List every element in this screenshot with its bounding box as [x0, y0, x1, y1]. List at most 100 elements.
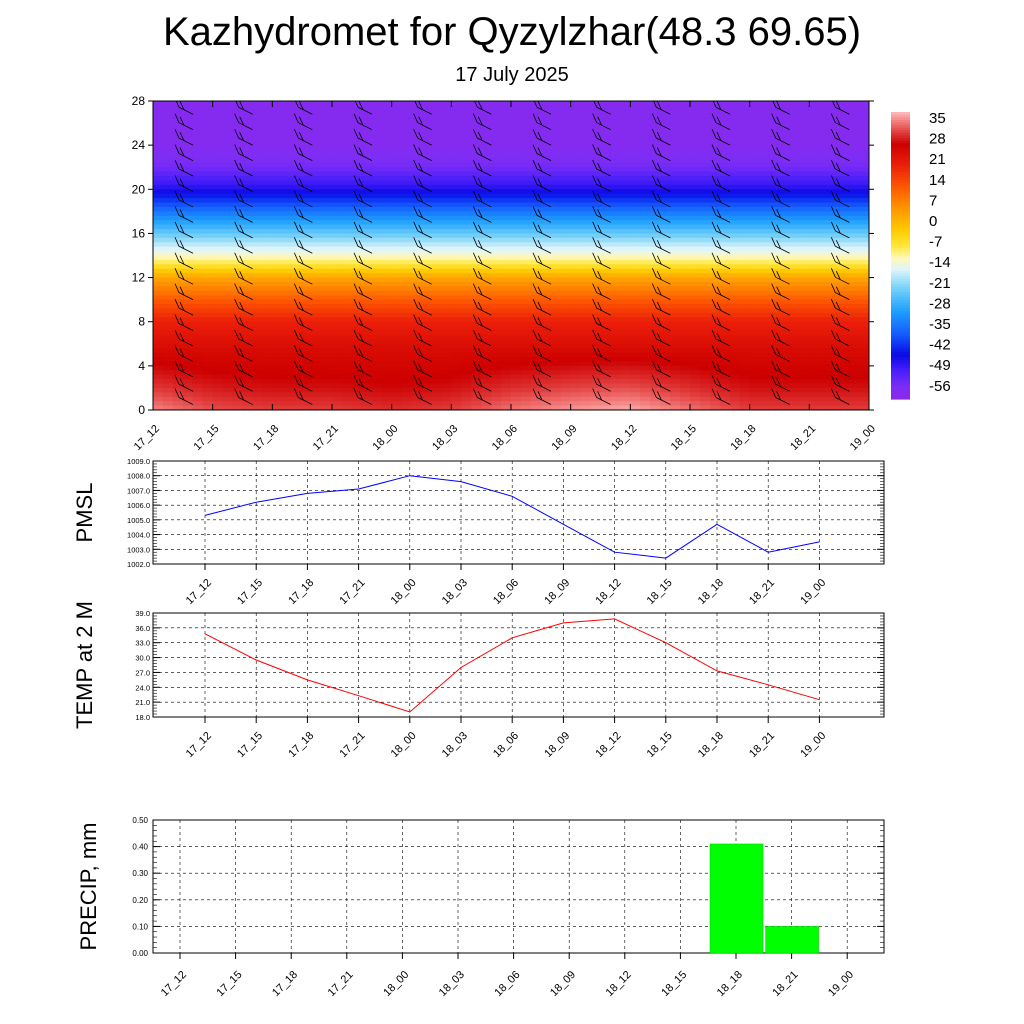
- heatmap-cell: [809, 171, 820, 177]
- heatmap-cell: [401, 246, 413, 252]
- heatmap-cell: [610, 396, 621, 402]
- heatmap-cell: [292, 317, 303, 323]
- heatmap-cell: [789, 255, 800, 261]
- heatmap-cell: [759, 392, 771, 398]
- heatmap-cell: [441, 158, 452, 164]
- heatmap-cell: [501, 233, 512, 239]
- heatmap-cell: [401, 334, 413, 340]
- heatmap-cell: [809, 264, 820, 270]
- heatmap-cell: [839, 162, 850, 168]
- heatmap-cell: [640, 304, 651, 310]
- heatmap-cell: [829, 145, 840, 151]
- heatmap-cell: [202, 109, 214, 115]
- heatmap-cell: [511, 127, 522, 133]
- heatmap-cell: [282, 281, 293, 287]
- heatmap-cell: [739, 312, 751, 318]
- heatmap-cell: [212, 149, 224, 155]
- heatmap-cell: [182, 352, 194, 358]
- heatmap-cell: [212, 176, 224, 182]
- heatmap-cell: [809, 392, 820, 398]
- heatmap-cell: [252, 255, 263, 261]
- heatmap-cell: [242, 264, 254, 270]
- heatmap-cell: [660, 176, 671, 182]
- heatmap-cell: [749, 281, 761, 287]
- heatmap-cell: [749, 343, 761, 349]
- heatmap-cell: [809, 180, 820, 186]
- heatmap-cell: [550, 180, 562, 186]
- heatmap-cell: [441, 343, 452, 349]
- heatmap-cell: [153, 326, 164, 332]
- heatmap-cell: [182, 361, 194, 367]
- heatmap-cell: [212, 401, 224, 407]
- heatmap-cell: [799, 211, 810, 217]
- heatmap-cell: [332, 405, 343, 410]
- heatmap-cell: [789, 383, 800, 389]
- heatmap-cell: [351, 268, 363, 274]
- heatmap-cell: [371, 339, 383, 345]
- heatmap-cell: [560, 233, 572, 239]
- heatmap-cell: [769, 105, 781, 111]
- heatmap-cell: [570, 255, 582, 261]
- heatmap-cell: [570, 211, 582, 217]
- heatmap-cell: [749, 131, 761, 137]
- heatmap-cell: [729, 326, 741, 332]
- heatmap-cell: [401, 273, 413, 279]
- heatmap-cell: [272, 374, 283, 380]
- heatmap-cell: [580, 251, 592, 257]
- heatmap-cell: [232, 299, 244, 305]
- heatmap-cell: [282, 246, 293, 252]
- heatmap-cell: [212, 295, 224, 301]
- heatmap-cell: [153, 339, 164, 345]
- heatmap-cell: [709, 229, 721, 235]
- heatmap-cell: [411, 264, 423, 270]
- heatmap-cell: [172, 277, 184, 283]
- heatmap-cell: [620, 167, 631, 173]
- heatmap-cell: [421, 229, 433, 235]
- heatmap-cell: [441, 401, 452, 407]
- heatmap-cell: [590, 259, 602, 265]
- heatmap-cell: [332, 145, 343, 151]
- heatmap-cell: [839, 118, 850, 124]
- heatmap-cell: [401, 383, 413, 389]
- heatmap-cell: [511, 326, 522, 332]
- heatmap-cell: [391, 259, 403, 265]
- heatmap-cell: [690, 387, 701, 393]
- heatmap-cell: [520, 237, 532, 243]
- heatmap-cell: [391, 109, 403, 115]
- heatmap-cell: [670, 264, 681, 270]
- heatmap-cell: [252, 357, 263, 363]
- heatmap-cell: [789, 220, 800, 226]
- heatmap-cell: [779, 361, 791, 367]
- heatmap-cell: [580, 370, 592, 376]
- heatmap-cell: [520, 259, 532, 265]
- heatmap-cell: [829, 396, 840, 402]
- heatmap-cell: [630, 206, 641, 212]
- heatmap-cell: [182, 198, 194, 204]
- heatmap-cell: [859, 149, 869, 155]
- heatmap-cell: [520, 299, 532, 305]
- heatmap-cell: [322, 229, 333, 235]
- heatmap-cell: [332, 308, 343, 314]
- heatmap-cell: [441, 255, 452, 261]
- heatmap-cell: [709, 233, 721, 239]
- heatmap-cell: [182, 273, 194, 279]
- heatmap-cell: [381, 118, 393, 124]
- heatmap-cell: [202, 317, 214, 323]
- heatmap-cell: [590, 246, 602, 252]
- heatmap-cell: [530, 264, 542, 270]
- heatmap-cell: [282, 374, 293, 380]
- heatmap-cell: [182, 127, 194, 133]
- heatmap-cell: [172, 268, 184, 274]
- heatmap-cell: [670, 237, 681, 243]
- heatmap-cell: [620, 348, 631, 354]
- heatmap-cell: [361, 215, 373, 221]
- heatmap-cell: [371, 361, 383, 367]
- heatmap-cell: [719, 233, 731, 239]
- heatmap-cell: [491, 101, 502, 107]
- heatmap-cell: [540, 387, 552, 393]
- heatmap-cell: [461, 229, 472, 235]
- heatmap-cell: [242, 215, 254, 221]
- heatmap-cell: [192, 387, 204, 393]
- heatmap-cell: [411, 317, 423, 323]
- heatmap-cell: [540, 224, 552, 230]
